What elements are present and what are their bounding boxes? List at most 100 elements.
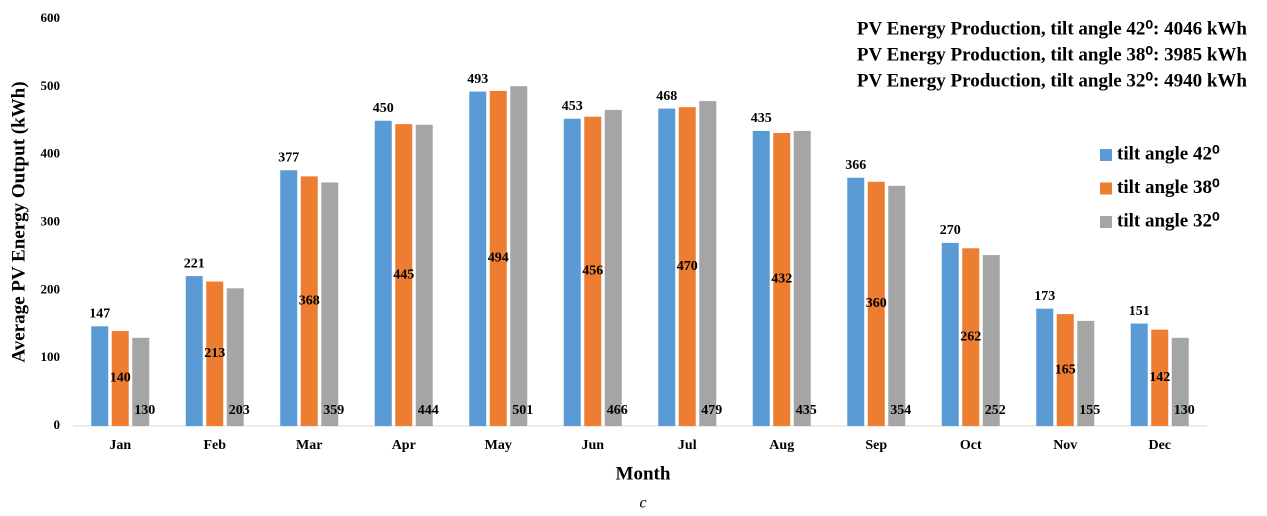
bar	[321, 182, 339, 426]
legend-label: tilt angle 38⁰	[1117, 177, 1220, 198]
x-tick-label: Jan	[109, 438, 131, 453]
x-tick-label: Jul	[678, 438, 697, 453]
bar	[847, 177, 865, 426]
bar	[1056, 314, 1074, 426]
value-label: 435	[796, 403, 817, 418]
value-label: 368	[299, 293, 320, 308]
value-label: 444	[418, 403, 439, 418]
legend-swatch	[1100, 149, 1112, 161]
value-label: 479	[701, 403, 722, 418]
value-label: 142	[1149, 370, 1170, 385]
annotation: PV Energy Production, tilt angle 32⁰: 49…	[857, 70, 1248, 91]
y-tick-label: 600	[41, 10, 61, 25]
bar	[415, 124, 433, 426]
bar	[489, 90, 507, 427]
bar	[867, 181, 885, 426]
value-label: 203	[229, 403, 250, 418]
bar	[226, 288, 244, 426]
value-label: 354	[890, 403, 911, 418]
bar	[604, 109, 622, 426]
value-label: 501	[512, 403, 533, 418]
value-label: 130	[1174, 403, 1195, 418]
y-tick-label: 400	[41, 146, 61, 161]
bar	[584, 116, 602, 427]
bar	[563, 118, 581, 426]
value-label: 456	[582, 264, 603, 279]
legend-label: tilt angle 42⁰	[1117, 143, 1220, 164]
value-label: 130	[134, 403, 155, 418]
value-label: 252	[985, 403, 1006, 418]
annotation: PV Energy Production, tilt angle 38⁰: 39…	[857, 44, 1248, 65]
x-tick-label: Nov	[1053, 438, 1077, 453]
value-label: 151	[1129, 304, 1150, 319]
bar	[752, 130, 770, 427]
y-tick-label: 500	[41, 78, 61, 93]
value-label: 147	[89, 307, 110, 322]
x-tick-label: Feb	[203, 438, 226, 453]
bar	[1171, 337, 1189, 426]
bar	[793, 130, 811, 427]
y-tick-label: 0	[54, 417, 61, 432]
value-label: 445	[393, 267, 414, 282]
value-label: 173	[1034, 289, 1055, 304]
y-axis-title: Average PV Energy Output (kWh)	[8, 81, 29, 362]
bar	[888, 185, 906, 426]
bar	[962, 248, 980, 426]
x-tick-label: Oct	[960, 438, 982, 453]
value-label: 468	[656, 89, 677, 104]
value-label: 262	[960, 329, 981, 344]
bar	[132, 337, 150, 426]
bar	[982, 255, 1000, 426]
value-label: 453	[562, 99, 583, 114]
x-tick-label: Apr	[392, 438, 416, 453]
caption: c	[639, 495, 646, 512]
bar	[1036, 308, 1054, 426]
x-tick-label: Dec	[1148, 438, 1171, 453]
y-tick-label: 300	[41, 213, 61, 228]
value-label: 270	[940, 223, 961, 238]
value-label: 466	[607, 403, 628, 418]
bar	[678, 107, 696, 426]
legend-swatch	[1100, 182, 1112, 195]
bar	[206, 281, 224, 426]
value-label: 366	[845, 158, 866, 173]
value-label: 493	[467, 72, 488, 87]
bar	[374, 120, 392, 426]
legend-swatch	[1100, 216, 1112, 228]
value-label: 432	[771, 272, 792, 287]
value-label: 221	[184, 256, 205, 271]
y-tick-label: 200	[41, 281, 61, 296]
bar	[773, 132, 791, 426]
bar	[510, 86, 528, 426]
x-tick-label: Mar	[296, 438, 322, 453]
bar	[658, 108, 676, 426]
value-label: 470	[677, 259, 698, 274]
bar	[1077, 320, 1095, 426]
x-tick-label: Aug	[769, 438, 794, 453]
value-label: 435	[751, 111, 772, 126]
value-label: 494	[488, 251, 509, 266]
value-label: 165	[1055, 362, 1076, 377]
value-label: 213	[204, 346, 225, 361]
bar	[185, 276, 203, 426]
bar	[1130, 323, 1148, 426]
value-label: 360	[866, 296, 887, 311]
value-label: 377	[278, 150, 299, 165]
bar	[941, 242, 959, 426]
value-label: 140	[110, 371, 131, 386]
annotation: PV Energy Production, tilt angle 42⁰: 40…	[857, 18, 1248, 39]
bar	[280, 170, 298, 426]
bar	[91, 326, 109, 426]
value-label: 359	[323, 403, 344, 418]
x-axis-title: Month	[616, 463, 671, 484]
bar	[469, 91, 487, 426]
bar	[111, 331, 129, 426]
bar	[1151, 329, 1169, 426]
bar	[300, 176, 318, 426]
value-label: 155	[1079, 403, 1100, 418]
x-tick-label: May	[485, 438, 512, 453]
y-tick-label: 100	[41, 349, 61, 364]
x-tick-label: Jun	[581, 438, 604, 453]
value-label: 450	[373, 101, 394, 116]
